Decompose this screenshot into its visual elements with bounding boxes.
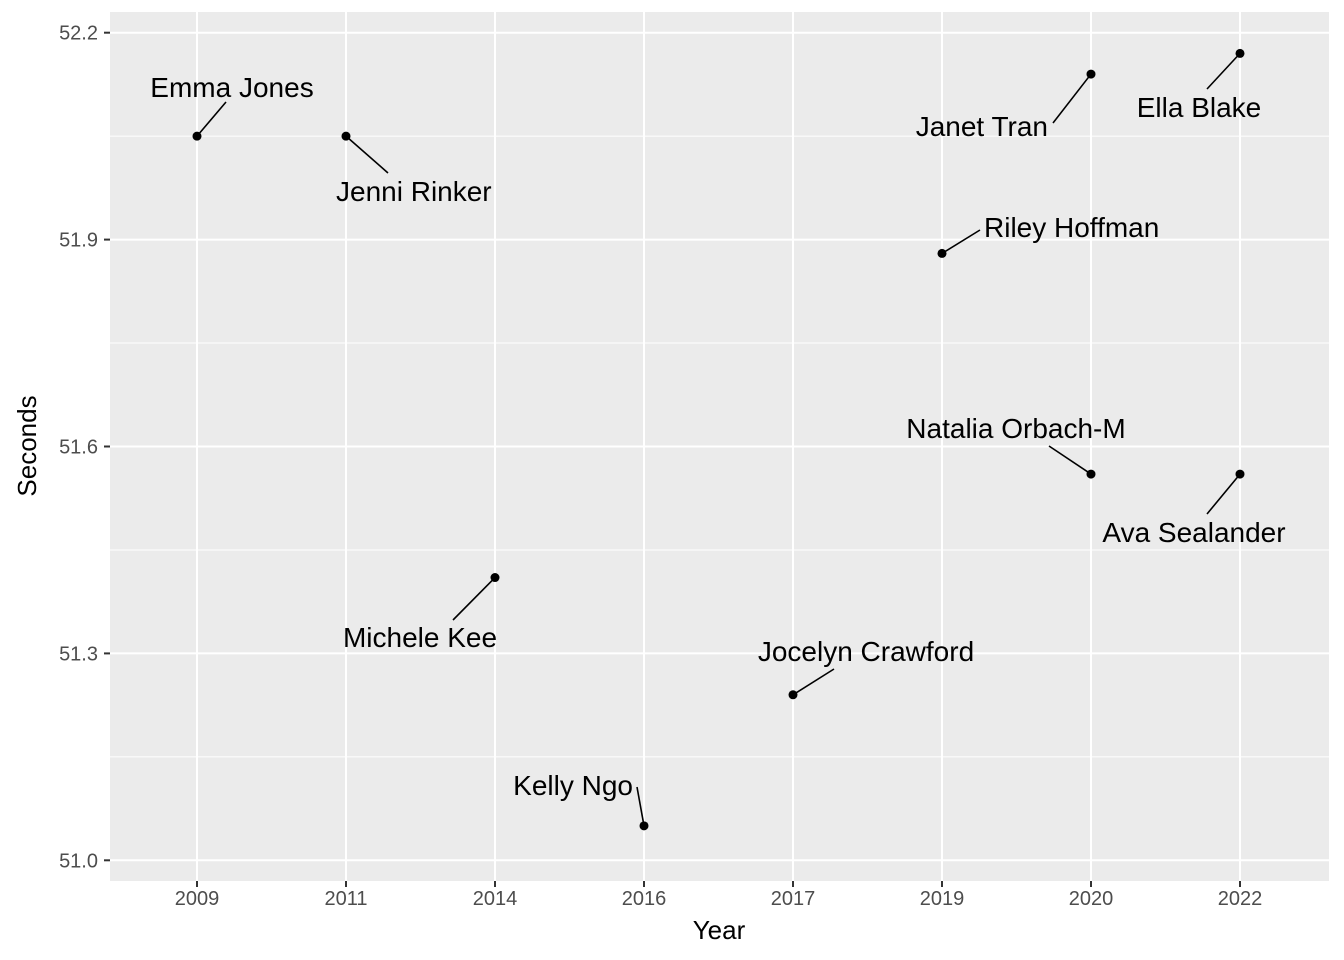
label-leader-line <box>1206 473 1241 515</box>
y-axis-title: Seconds <box>12 395 42 496</box>
data-point <box>1235 48 1245 58</box>
x-tick-label: 2016 <box>622 888 667 910</box>
data-points <box>192 48 1245 831</box>
y-tick-label: 51.9 <box>59 230 98 252</box>
x-tick-label: 2014 <box>473 888 518 910</box>
data-point <box>192 131 202 141</box>
data-point <box>1235 469 1245 479</box>
data-point <box>639 821 649 831</box>
y-tick-label: 51.3 <box>59 643 98 665</box>
point-label: Ava Sealander <box>1102 517 1285 548</box>
label-leader-line <box>1052 73 1092 124</box>
x-tick-label: 2017 <box>771 888 816 910</box>
data-point <box>1086 469 1096 479</box>
data-point <box>341 131 351 141</box>
axes: 51.0 51.3 51.6 51.9 52.2 2009 2011 2014 2016 2017… <box>59 23 1262 910</box>
label-leader-line <box>345 135 389 174</box>
y-tick-label: 51.6 <box>59 437 98 459</box>
x-tick-label: 2020 <box>1069 888 1114 910</box>
y-tick-label: 51.0 <box>59 850 98 872</box>
point-label: Jocelyn Crawford <box>758 636 974 667</box>
label-leader-line <box>792 668 835 696</box>
y-tick-label: 52.2 <box>59 23 98 45</box>
point-label: Ella Blake <box>1137 92 1262 123</box>
data-point <box>1086 69 1096 79</box>
x-tick-label: 2009 <box>175 888 220 910</box>
point-label: Emma Jones <box>150 72 313 103</box>
point-label: Natalia Orbach-M <box>906 413 1125 444</box>
label-leader-line <box>636 786 645 826</box>
label-leader-line <box>196 101 227 137</box>
data-point <box>937 248 947 258</box>
point-label: Michele Kee <box>343 622 497 653</box>
grid-lines <box>110 12 1329 881</box>
x-tick-label: 2011 <box>324 888 367 910</box>
data-point <box>788 690 798 700</box>
point-label: Janet Tran <box>916 111 1048 142</box>
x-tick-label: 2022 <box>1218 888 1263 910</box>
point-label: Jenni Rinker <box>336 176 492 207</box>
x-axis-title: Year <box>693 915 746 945</box>
data-point <box>490 573 500 583</box>
label-leader-line <box>1048 445 1092 475</box>
label-leader-line <box>1206 52 1241 90</box>
label-leader-line <box>941 229 981 255</box>
point-label: Riley Hoffman <box>984 212 1159 243</box>
x-tick-label: 2019 <box>920 888 965 910</box>
label-leader-line <box>452 576 496 621</box>
point-labels: Emma Jones Jenni Rinker Michele Kee Kelly N… <box>150 52 1286 826</box>
point-label: Kelly Ngo <box>513 770 633 801</box>
